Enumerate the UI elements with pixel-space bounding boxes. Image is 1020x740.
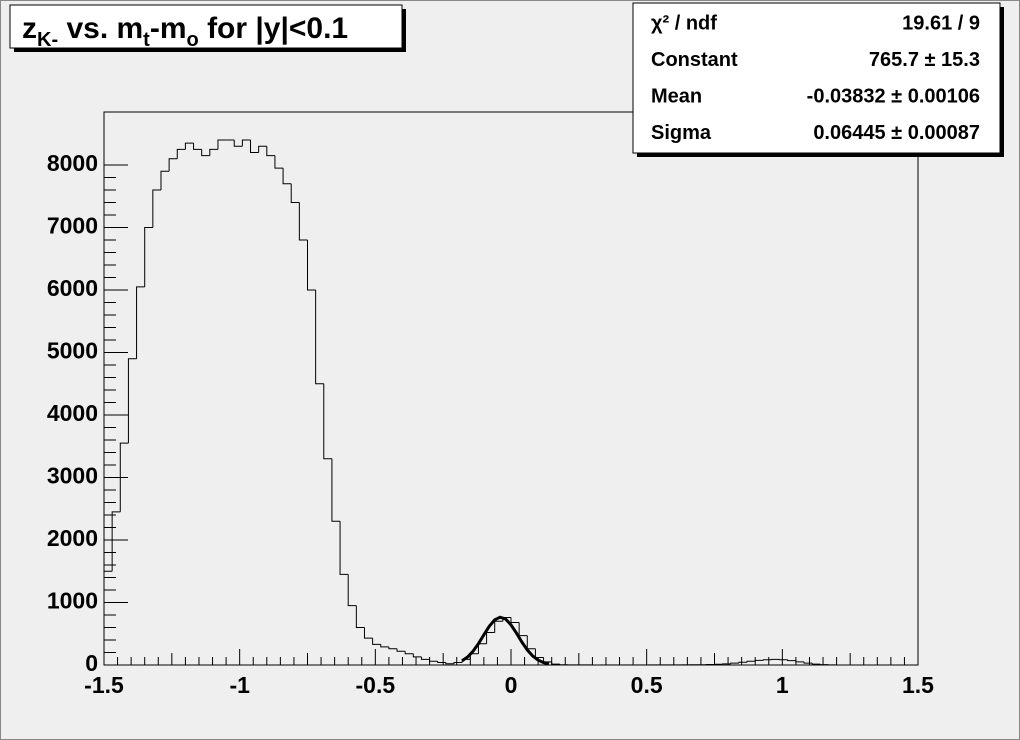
histogram-bin: [315, 290, 324, 385]
histogram-bin: [209, 148, 218, 156]
histogram-bin: [453, 662, 463, 664]
histogram-bin: [355, 605, 365, 628]
x-tick-label: -1.5: [84, 672, 124, 698]
histogram-bin: [331, 458, 341, 522]
histogram-bin: [819, 664, 829, 666]
histogram-bin: [176, 148, 186, 159]
x-tick-label: -0.5: [356, 672, 396, 698]
histogram-bin: [136, 286, 145, 359]
histogram-bin: [730, 662, 739, 664]
histogram-bin: [404, 651, 414, 655]
histogram-bin: [412, 653, 422, 658]
y-tick-label: 6000: [47, 275, 98, 301]
histogram-bin: [551, 661, 560, 665]
histogram-bin: [103, 570, 113, 665]
histogram-bin: [795, 660, 805, 663]
histogram-bin: [298, 202, 308, 241]
histogram-bin: [144, 227, 153, 287]
stats-label: Constant: [651, 49, 738, 71]
histogram-bin: [762, 659, 772, 661]
histogram-bin: [429, 659, 438, 662]
histogram-bin: [160, 170, 170, 190]
y-tick-label: 1000: [47, 588, 98, 614]
stats-value: 765.7 ± 15.3: [869, 49, 980, 71]
histogram-bin: [201, 149, 210, 157]
histogram-bin: [746, 660, 756, 663]
histogram-bin: [445, 662, 455, 665]
histogram-bin: [787, 659, 796, 662]
x-tick-label: -1: [229, 672, 250, 698]
histogram-bin: [233, 140, 243, 147]
histogram-bin: [258, 145, 267, 153]
x-tick-label: 0: [505, 672, 518, 698]
histogram-bin: [347, 574, 357, 607]
histogram-bin: [420, 656, 430, 660]
y-tick-label: 8000: [47, 150, 98, 176]
stats-label: χ² / ndf: [651, 12, 717, 34]
histogram-bin: [307, 240, 316, 291]
histogram-bin: [250, 140, 259, 153]
histogram-bin: [127, 358, 137, 444]
histogram-bin: [811, 663, 821, 665]
histogram-bin: [738, 661, 748, 664]
histogram-bin: [290, 183, 300, 203]
histogram-bin: [274, 155, 284, 169]
fit-curve: [461, 615, 550, 666]
histogram-bin: [282, 168, 292, 185]
histogram-bin: [184, 142, 194, 150]
histogram-bin: [241, 139, 251, 147]
title-subscript: t: [143, 29, 150, 51]
y-tick-label: 3000: [47, 463, 98, 489]
title-subscript: o: [187, 29, 199, 51]
histogram-bin: [323, 383, 332, 460]
histogram-bin: [217, 139, 227, 150]
histogram-bin: [111, 511, 121, 572]
title-part: z: [22, 12, 37, 45]
histogram-bin: [388, 646, 398, 650]
stats-value: 0.06445 ± 0.00087: [813, 122, 980, 144]
x-tick-label: 0.5: [631, 672, 663, 698]
histogram-bin: [396, 648, 406, 652]
y-tick-label: 4000: [47, 400, 98, 426]
histogram-bin: [754, 659, 764, 662]
histogram-bin: [168, 158, 178, 172]
histogram-bin: [380, 644, 389, 648]
histogram-bin: [363, 627, 373, 639]
title-part: for |y|<0.1: [199, 12, 348, 45]
histogram-bin: [803, 661, 813, 664]
histogram-bin: [193, 143, 202, 150]
x-tick-label: 1: [776, 672, 789, 698]
histogram-bin: [152, 189, 161, 228]
histogram-bin: [372, 638, 381, 645]
title-part: -m: [150, 12, 187, 45]
title-subscript: K-: [37, 29, 58, 51]
stats-value: -0.03832 ± 0.00106: [807, 85, 980, 107]
stats-box: [632, 2, 1001, 154]
x-tick-label: 1.5: [902, 672, 934, 698]
y-tick-label: 0: [85, 650, 98, 676]
stats-label: Mean: [651, 85, 702, 107]
histogram-bin: [510, 617, 520, 623]
histogram-bin: [559, 664, 568, 666]
title-part: vs. m: [58, 12, 143, 45]
chart-title: zK- vs. mt-mo for |y|<0.1: [22, 12, 348, 51]
histogram-bin: [339, 521, 349, 575]
y-tick-label: 7000: [47, 213, 98, 239]
histogram-bin: [119, 442, 129, 512]
y-tick-label: 5000: [47, 338, 98, 364]
stats-value: 19.61 / 9: [902, 12, 980, 34]
histogram-bin: [437, 661, 446, 663]
stats-label: Sigma: [651, 122, 712, 144]
y-tick-label: 2000: [47, 525, 98, 551]
histogram-bin: [266, 146, 275, 157]
title-box: [9, 4, 403, 49]
frame: [103, 111, 919, 666]
